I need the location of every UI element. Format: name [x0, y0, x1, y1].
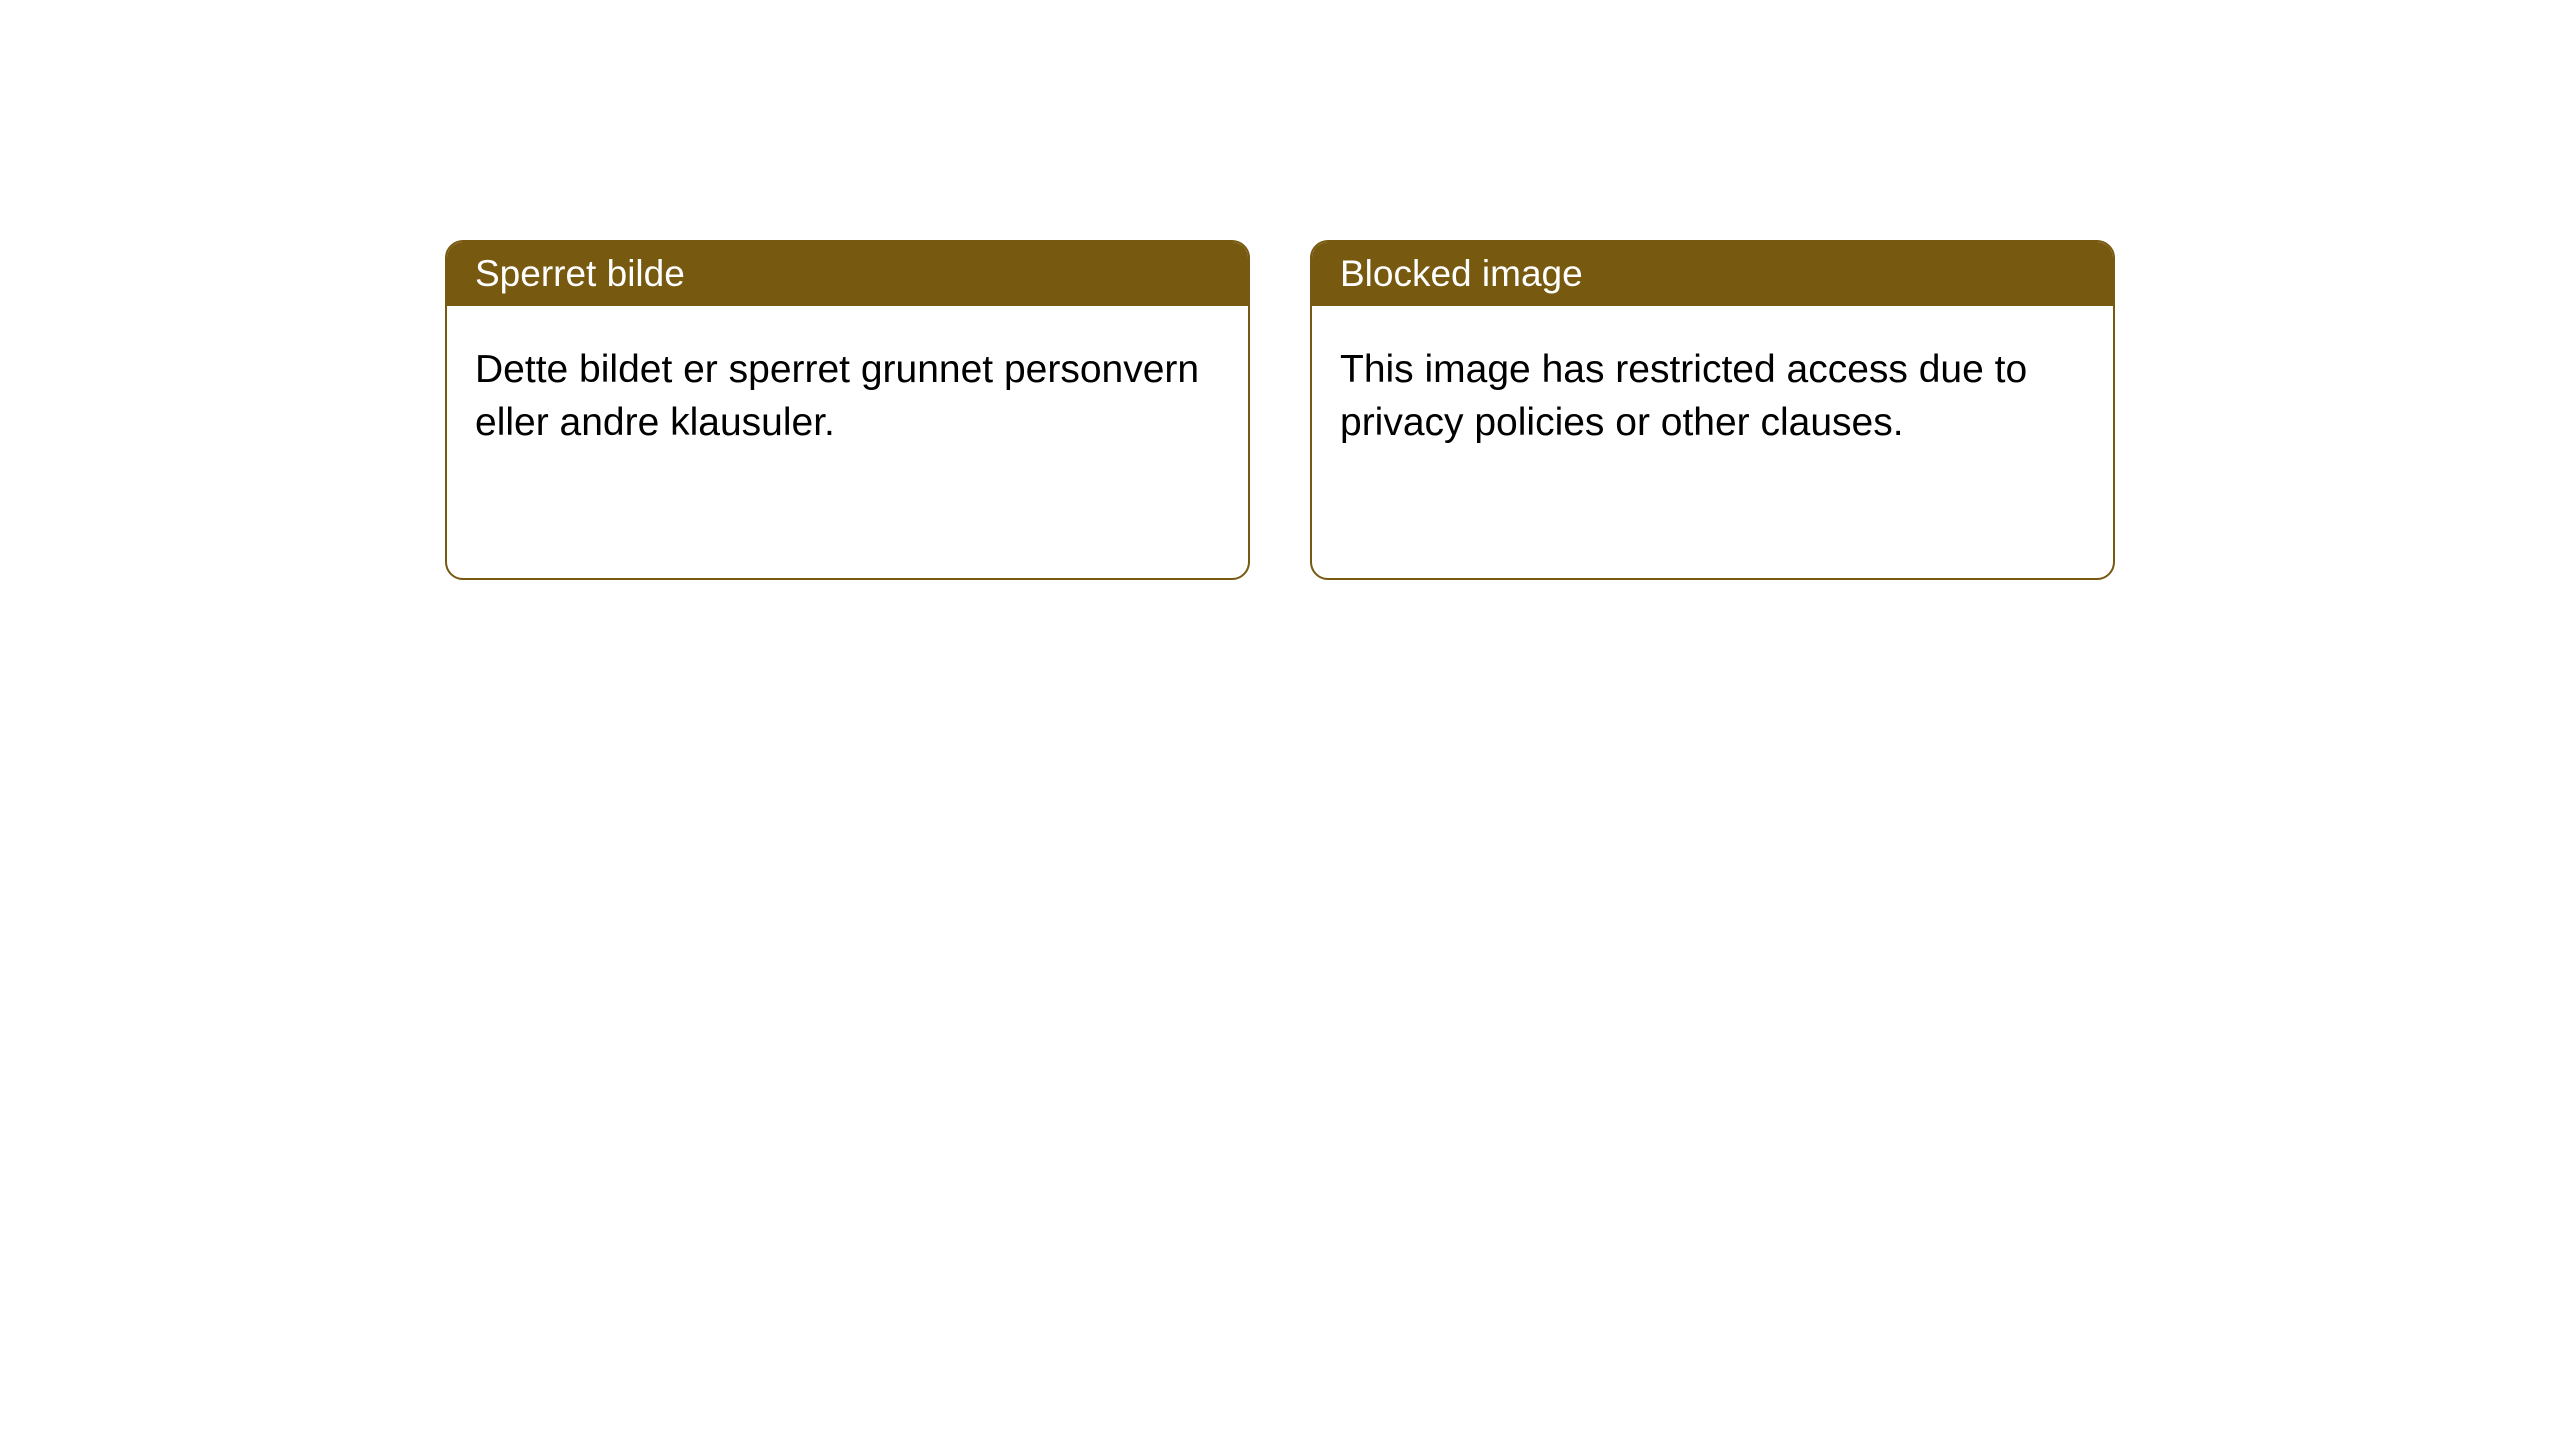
- notice-cards-container: Sperret bilde Dette bildet er sperret gr…: [0, 0, 2560, 580]
- card-header: Blocked image: [1312, 242, 2113, 306]
- card-body-text: Dette bildet er sperret grunnet personve…: [475, 348, 1199, 444]
- card-title: Blocked image: [1340, 253, 1583, 294]
- card-body: This image has restricted access due to …: [1312, 306, 2113, 487]
- notice-card-norwegian: Sperret bilde Dette bildet er sperret gr…: [445, 240, 1250, 580]
- card-header: Sperret bilde: [447, 242, 1248, 306]
- card-body-text: This image has restricted access due to …: [1340, 348, 2027, 444]
- card-body: Dette bildet er sperret grunnet personve…: [447, 306, 1248, 487]
- notice-card-english: Blocked image This image has restricted …: [1310, 240, 2115, 580]
- card-title: Sperret bilde: [475, 253, 685, 294]
